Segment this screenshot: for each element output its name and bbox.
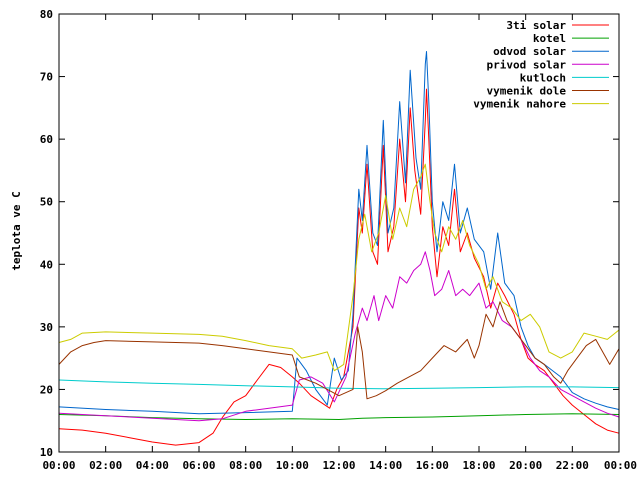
x-tick-label: 16:00 xyxy=(416,459,449,472)
x-tick-label: 10:00 xyxy=(276,459,309,472)
legend-label: kotel xyxy=(533,32,566,45)
x-tick-label: 22:00 xyxy=(556,459,589,472)
legend-label: odvod solar xyxy=(493,45,566,58)
series-line-odvod-solar xyxy=(58,51,620,415)
y-axis-label: teplota ve C xyxy=(10,191,23,270)
y-tick-label: 10 xyxy=(40,446,53,459)
legend-label: privod solar xyxy=(487,58,567,71)
series-line-3ti-solar xyxy=(58,88,620,446)
y-tick-label: 60 xyxy=(40,133,53,146)
y-tick-label: 50 xyxy=(40,196,53,209)
legend-label: vymenik dole xyxy=(487,85,567,98)
x-tick-label: 00:00 xyxy=(604,459,637,472)
y-tick-label: 70 xyxy=(40,71,53,84)
x-tick-label: 06:00 xyxy=(182,459,215,472)
legend-label: 3ti solar xyxy=(506,19,566,32)
x-tick-label: 04:00 xyxy=(136,459,169,472)
legend-label: vymenik nahore xyxy=(473,98,566,111)
y-tick-label: 40 xyxy=(40,258,53,271)
y-axis-label-group: teplota ve C xyxy=(10,191,23,270)
x-tick-label: 20:00 xyxy=(509,459,542,472)
x-tick-label: 08:00 xyxy=(229,459,262,472)
x-tick-label: 00:00 xyxy=(42,459,75,472)
y-tick-label: 80 xyxy=(40,8,53,21)
series-line-privod-solar xyxy=(58,251,620,422)
legend-label: kutloch xyxy=(520,71,566,84)
x-tick-label: 14:00 xyxy=(369,459,402,472)
series-line-vymenik-dole xyxy=(58,301,620,400)
series-lines xyxy=(58,51,620,446)
plot-frame xyxy=(58,13,620,453)
x-tick-label: 18:00 xyxy=(462,459,495,472)
y-tick-label: 20 xyxy=(40,383,53,396)
axis-ticks: 10 20 30 40 50 60 70 80 00:00 02:00 04:00 06:00 08:0… xyxy=(40,8,637,472)
series-line-kotel xyxy=(58,413,620,420)
series-line-kutloch xyxy=(58,379,620,390)
x-tick-label: 02:00 xyxy=(89,459,122,472)
series-line-vymenik-nahore xyxy=(58,163,620,372)
x-tick-label: 12:00 xyxy=(322,459,355,472)
y-tick-label: 30 xyxy=(40,321,53,334)
